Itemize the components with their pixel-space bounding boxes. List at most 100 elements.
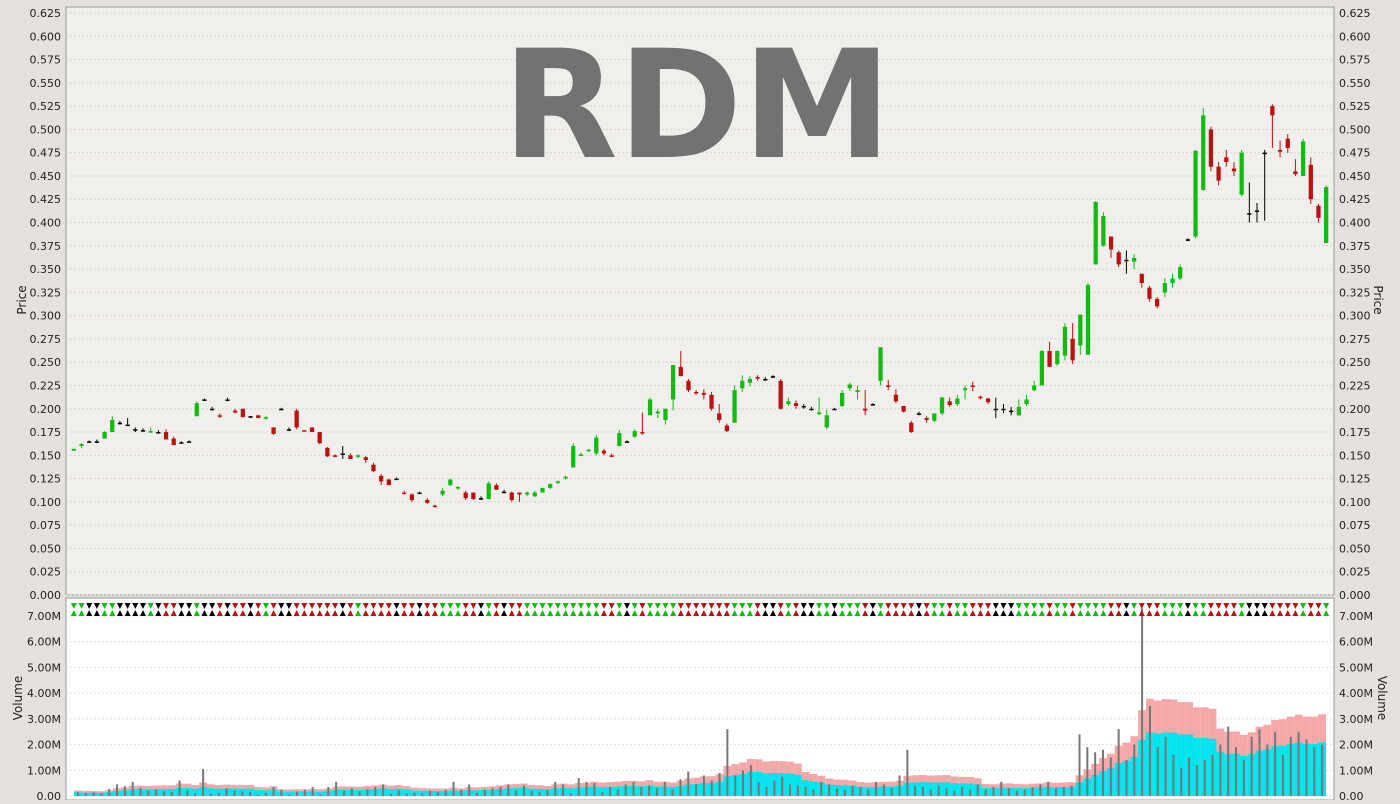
volume-bar [515, 790, 518, 796]
volume-bar [319, 794, 322, 796]
candle-body [425, 500, 430, 503]
volume-tick-label-left: 0.00 [37, 790, 62, 800]
signal-marker [1054, 603, 1061, 616]
signal-marker [1238, 603, 1245, 616]
volume-bar [1227, 726, 1230, 796]
candle-body [601, 450, 607, 454]
volume-bar [382, 784, 385, 796]
candle-body [94, 441, 100, 443]
volume-bar [702, 775, 705, 796]
volume-tick-label-left: 4.00M [27, 687, 61, 700]
price-tick-label-left: 0.525 [30, 100, 62, 113]
candle-body [1324, 187, 1329, 244]
candle-body [1277, 149, 1283, 152]
signal-marker [239, 603, 246, 616]
candle-body [217, 415, 222, 417]
volume-bar [186, 790, 189, 796]
candle-body [655, 411, 660, 414]
signal-marker [877, 603, 884, 616]
price-tick-label-right: 0.550 [1339, 77, 1371, 90]
volume-bar [1109, 757, 1112, 796]
volume-bar [405, 793, 408, 796]
volume-bar [358, 791, 361, 796]
volume-bar [882, 784, 885, 796]
volume-bar [296, 791, 299, 796]
price-tick-label-right: 0.500 [1339, 123, 1371, 136]
signal-marker [1000, 603, 1007, 616]
signal-marker [962, 603, 969, 616]
candle-body [133, 429, 138, 431]
volume-bar [1031, 787, 1034, 796]
volume-bar [460, 789, 463, 796]
candle-body [471, 492, 476, 500]
volume-bar [178, 780, 181, 796]
signal-marker [1277, 603, 1284, 616]
candle-body [947, 401, 952, 406]
candle-body [824, 415, 829, 428]
candle-body [286, 429, 292, 431]
signal-marker [1269, 603, 1276, 616]
candle-body [647, 399, 653, 416]
signal-marker [1138, 603, 1145, 616]
candle-body [1224, 157, 1229, 162]
volume-bar [1211, 754, 1214, 796]
candle-body [1185, 239, 1190, 241]
candle-body [1155, 298, 1160, 307]
price-tick-label-right: 0.150 [1339, 449, 1371, 462]
signal-marker [969, 603, 976, 616]
volume-bar [828, 784, 831, 796]
price-tick-label-left: 0.250 [30, 356, 62, 369]
price-tick-label-left: 0.375 [30, 240, 62, 253]
volume-bar [679, 779, 682, 796]
signal-marker [1015, 603, 1022, 616]
volume-bar [1148, 706, 1151, 796]
candle-body [532, 492, 537, 497]
volume-band-lower [950, 783, 959, 796]
signal-marker [408, 603, 415, 616]
candle-body [916, 413, 922, 415]
volume-bar [929, 789, 932, 796]
signal-marker [293, 603, 300, 616]
volume-bar [1047, 781, 1050, 796]
signal-marker [332, 603, 339, 616]
candle-body [194, 403, 199, 417]
price-tick-label-right: 0.125 [1339, 473, 1371, 486]
candle-body [686, 380, 691, 391]
signal-marker [454, 603, 461, 616]
volume-bar [1000, 781, 1003, 796]
candle-body [962, 388, 968, 391]
volume-bar [992, 787, 995, 796]
signal-marker [839, 603, 846, 616]
signal-marker [908, 603, 915, 616]
signal-marker [431, 603, 438, 616]
volume-bar [1274, 731, 1277, 796]
volume-bar [1258, 729, 1261, 796]
volume-band-lower [793, 774, 802, 796]
volume-bar [272, 787, 275, 796]
signal-marker [485, 603, 492, 616]
volume-tick-label-right: 4.00M [1339, 687, 1373, 700]
volume-bar [757, 781, 760, 796]
price-tick-label-left: 0.450 [30, 170, 62, 183]
price-tick-label-right: 0.375 [1339, 240, 1371, 253]
volume-bar [609, 787, 612, 796]
candle-body [1070, 338, 1075, 361]
volume-bar [906, 749, 909, 796]
signal-marker [900, 603, 907, 616]
volume-bar [436, 792, 439, 796]
candle-body [955, 398, 960, 405]
volume-bar [1133, 744, 1136, 796]
price-tick-label-right: 0.400 [1339, 217, 1371, 230]
signal-marker [777, 603, 784, 616]
signal-marker [1131, 603, 1138, 616]
volume-bar [1289, 736, 1292, 796]
volume-bar [569, 793, 572, 796]
candle-body [632, 431, 637, 437]
signal-marker [1008, 603, 1015, 616]
candle-body [1085, 284, 1091, 355]
signal-marker [447, 603, 454, 616]
price-candles [71, 104, 1329, 508]
volume-bar [742, 770, 745, 796]
signal-marker [992, 603, 999, 616]
